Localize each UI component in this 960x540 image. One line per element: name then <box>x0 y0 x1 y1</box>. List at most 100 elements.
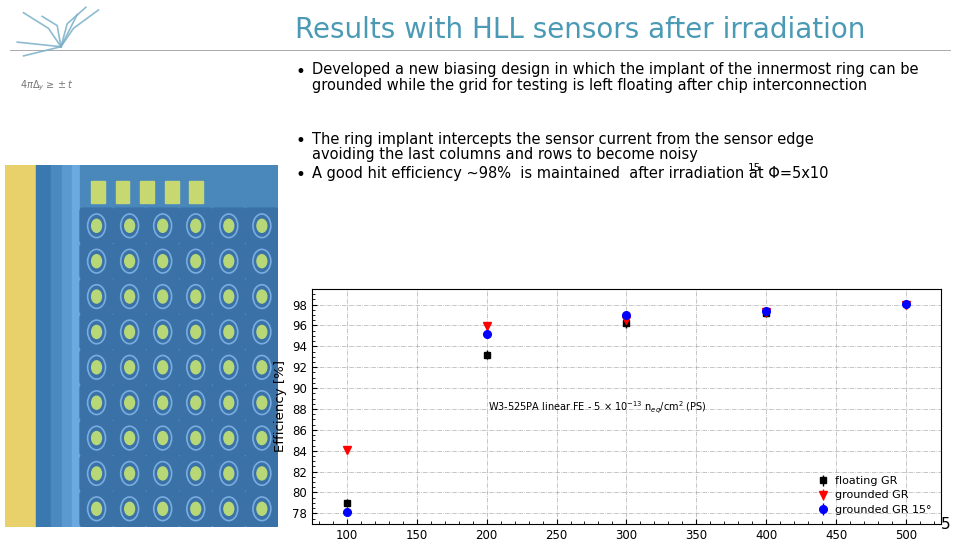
FancyBboxPatch shape <box>212 208 246 244</box>
FancyBboxPatch shape <box>180 491 212 526</box>
Text: The ring implant intercepts the sensor current from the sensor edge: The ring implant intercepts the sensor c… <box>312 132 814 147</box>
Text: W3-525PA linear FE - 5 × 10$^{-13}$ n$_{eq}$/cm$^{2}$ (PS): W3-525PA linear FE - 5 × 10$^{-13}$ n$_{… <box>488 400 707 416</box>
FancyBboxPatch shape <box>80 208 113 244</box>
Circle shape <box>224 219 233 232</box>
Circle shape <box>224 396 233 409</box>
FancyBboxPatch shape <box>80 314 113 349</box>
Circle shape <box>157 396 168 409</box>
Circle shape <box>157 361 168 374</box>
FancyBboxPatch shape <box>80 420 113 456</box>
Circle shape <box>125 326 134 339</box>
FancyBboxPatch shape <box>246 456 278 491</box>
Bar <box>115 181 130 202</box>
Circle shape <box>224 431 233 444</box>
Circle shape <box>157 502 168 515</box>
FancyBboxPatch shape <box>212 420 246 456</box>
FancyBboxPatch shape <box>212 456 246 491</box>
FancyBboxPatch shape <box>80 385 113 420</box>
Bar <box>165 181 179 202</box>
FancyBboxPatch shape <box>113 279 146 314</box>
Circle shape <box>191 361 201 374</box>
Circle shape <box>191 431 201 444</box>
Circle shape <box>91 361 102 374</box>
Text: •: • <box>295 166 305 184</box>
Circle shape <box>91 290 102 303</box>
FancyBboxPatch shape <box>146 385 180 420</box>
Text: Developed a new biasing design in which the implant of the innermost ring can be: Developed a new biasing design in which … <box>312 62 919 77</box>
Bar <box>140 181 154 202</box>
FancyBboxPatch shape <box>180 385 212 420</box>
Circle shape <box>224 467 233 480</box>
Text: Results with HLL sensors after irradiation: Results with HLL sensors after irradiati… <box>295 16 865 44</box>
Circle shape <box>125 467 134 480</box>
FancyBboxPatch shape <box>113 456 146 491</box>
FancyBboxPatch shape <box>80 349 113 385</box>
Circle shape <box>257 361 267 374</box>
Circle shape <box>125 255 134 268</box>
Text: A good hit efficiency ~98%  is maintained  after irradiation at Φ=5x10: A good hit efficiency ~98% is maintained… <box>312 166 828 181</box>
Bar <box>80 165 278 208</box>
FancyBboxPatch shape <box>180 244 212 279</box>
Text: •: • <box>295 132 305 150</box>
FancyBboxPatch shape <box>180 456 212 491</box>
Circle shape <box>125 502 134 515</box>
FancyBboxPatch shape <box>246 385 278 420</box>
Bar <box>91 181 105 202</box>
Text: 15: 15 <box>748 163 761 173</box>
Circle shape <box>257 255 267 268</box>
Text: grounded while the grid for testing is left floating after chip interconnection: grounded while the grid for testing is l… <box>312 78 867 93</box>
FancyBboxPatch shape <box>180 208 212 244</box>
Circle shape <box>191 290 201 303</box>
Circle shape <box>157 326 168 339</box>
Bar <box>36 165 51 526</box>
Circle shape <box>224 361 233 374</box>
Circle shape <box>224 326 233 339</box>
Circle shape <box>125 396 134 409</box>
Circle shape <box>91 467 102 480</box>
FancyBboxPatch shape <box>146 208 180 244</box>
Circle shape <box>191 396 201 409</box>
Circle shape <box>91 219 102 232</box>
Circle shape <box>257 396 267 409</box>
FancyBboxPatch shape <box>246 491 278 526</box>
FancyBboxPatch shape <box>212 314 246 349</box>
Circle shape <box>257 326 267 339</box>
Circle shape <box>257 219 267 232</box>
Circle shape <box>91 502 102 515</box>
Bar <box>189 181 204 202</box>
FancyBboxPatch shape <box>113 420 146 456</box>
Bar <box>51 165 62 526</box>
Circle shape <box>91 255 102 268</box>
Circle shape <box>157 431 168 444</box>
FancyBboxPatch shape <box>80 456 113 491</box>
Circle shape <box>125 290 134 303</box>
FancyBboxPatch shape <box>80 244 113 279</box>
Circle shape <box>224 502 233 515</box>
Text: avoiding the last columns and rows to become noisy: avoiding the last columns and rows to be… <box>312 147 698 162</box>
Circle shape <box>224 255 233 268</box>
FancyBboxPatch shape <box>212 279 246 314</box>
Circle shape <box>224 290 233 303</box>
FancyBboxPatch shape <box>246 279 278 314</box>
FancyBboxPatch shape <box>212 349 246 385</box>
FancyBboxPatch shape <box>113 491 146 526</box>
FancyBboxPatch shape <box>212 491 246 526</box>
Circle shape <box>257 290 267 303</box>
Legend: floating GR, grounded GR, grounded GR 15°: floating GR, grounded GR, grounded GR 15… <box>813 472 935 518</box>
FancyBboxPatch shape <box>180 349 212 385</box>
FancyBboxPatch shape <box>146 456 180 491</box>
Circle shape <box>157 219 168 232</box>
FancyBboxPatch shape <box>146 244 180 279</box>
Text: 5: 5 <box>941 517 950 532</box>
FancyBboxPatch shape <box>246 208 278 244</box>
FancyBboxPatch shape <box>146 279 180 314</box>
Circle shape <box>91 431 102 444</box>
Circle shape <box>257 502 267 515</box>
FancyBboxPatch shape <box>212 385 246 420</box>
FancyBboxPatch shape <box>113 385 146 420</box>
Circle shape <box>191 467 201 480</box>
FancyBboxPatch shape <box>113 244 146 279</box>
Text: •: • <box>295 63 305 81</box>
Bar <box>62 165 72 526</box>
Y-axis label: Efficiency [%]: Efficiency [%] <box>274 360 287 453</box>
